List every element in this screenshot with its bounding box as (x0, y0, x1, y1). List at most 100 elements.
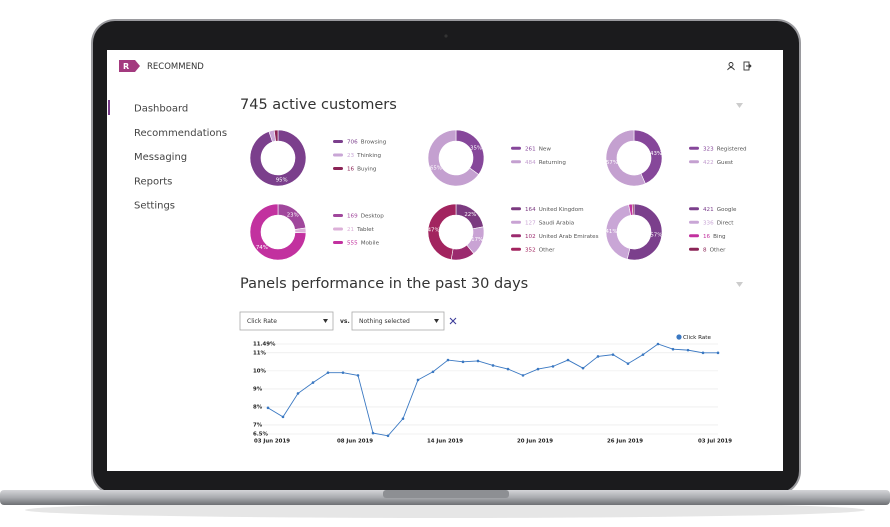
legend-marker (676, 334, 682, 340)
percent-label: 23% (287, 212, 299, 218)
donut-segment (631, 203, 635, 216)
point (566, 358, 570, 362)
x-tick-label: 08 Jun 2019 (337, 439, 373, 445)
legend-value: 8 (703, 247, 707, 253)
point (446, 358, 450, 362)
point (581, 366, 585, 370)
notch (383, 490, 509, 498)
legend-entry: 8 Other (703, 247, 726, 253)
percent-label: 74% (256, 245, 268, 251)
logo-letter: R (123, 62, 129, 71)
legend-value: 484 (525, 159, 536, 165)
legend-swatch (511, 160, 521, 164)
legend-swatch (511, 234, 521, 238)
legend-label: Guest (717, 159, 734, 165)
legend-value: 261 (525, 146, 536, 152)
point (341, 371, 345, 374)
donut-segment (605, 129, 646, 187)
point (521, 374, 525, 377)
legend-label: Mobile (361, 240, 380, 246)
point (686, 348, 690, 352)
legend-label: Registered (717, 146, 747, 152)
point (326, 371, 330, 374)
percent-label: 35% (470, 145, 482, 151)
point (416, 378, 420, 382)
legend-entry: 16 Bing (703, 233, 726, 239)
percent-label: 43% (650, 151, 662, 157)
point (431, 370, 435, 374)
nav-item[interactable]: Dashboard (134, 104, 188, 115)
legend-swatch (689, 247, 699, 251)
metric-select[interactable]: Click Rate (239, 311, 334, 331)
legend-value: 16 (347, 166, 355, 172)
nav-item[interactable]: Messaging (134, 152, 187, 163)
legend-label: Saudi Arabia (539, 220, 575, 226)
x-tick-label: 20 Jun 2019 (517, 439, 553, 445)
legend-entry: 555 Mobile (347, 240, 380, 246)
percent-label: 57% (606, 160, 618, 166)
nav-item[interactable]: Settings (134, 201, 175, 212)
legend-swatch (511, 207, 521, 211)
legend-value: 164 (525, 206, 536, 212)
percent-label: 22% (464, 212, 476, 218)
logo[interactable]: R RECOMMEND (119, 60, 204, 72)
legend-value: 127 (525, 220, 536, 226)
point (371, 431, 375, 435)
donut-segment (249, 203, 307, 261)
legend-entry: 16 Buying (347, 166, 377, 172)
point (506, 367, 510, 371)
compare-select[interactable]: Nothing selected (351, 311, 445, 331)
legend-swatch (689, 160, 699, 164)
clear-button[interactable] (449, 317, 457, 325)
point (641, 353, 645, 356)
legend-swatch (689, 220, 699, 224)
legend-swatch (333, 167, 343, 170)
legend-label: New (539, 146, 552, 152)
nav-item[interactable]: Reports (134, 176, 172, 187)
x-tick-label: 26 Jun 2019 (607, 439, 643, 445)
donut-segment (249, 129, 307, 187)
x-tick-label: 14 Jun 2019 (427, 439, 463, 445)
donut-segment (427, 203, 457, 260)
legend-entry: 336 Direct (703, 220, 734, 226)
y-tick-label: 8% (253, 404, 263, 410)
point (311, 381, 315, 384)
legend-swatch (333, 140, 343, 143)
legend-label: Tablet (356, 227, 374, 233)
x-tick-label: 03 Jun 2019 (254, 439, 290, 445)
legend-entry: 102 United Arab Emirates (525, 233, 599, 239)
legend-swatch (689, 146, 699, 150)
point (461, 360, 465, 364)
legend-swatch (511, 247, 521, 251)
legend-label: Browsing (361, 139, 387, 145)
legend-value: 16 (703, 233, 711, 239)
vs-label: vs. (340, 318, 350, 325)
shadow (25, 502, 865, 518)
collapse-toggle[interactable] (736, 103, 743, 108)
legend-swatch (511, 220, 521, 224)
legend-entry: 484 Returning (525, 159, 566, 165)
y-tick-label: 11% (253, 350, 267, 356)
user-icon[interactable] (727, 62, 735, 71)
caret (434, 319, 439, 323)
legend-entry: 164 United Kingdom (525, 206, 584, 212)
x-tick-label: 03 Jul 2019 (698, 439, 732, 445)
legend-label: United Kingdom (539, 206, 584, 212)
legend-value: 352 (525, 247, 536, 253)
y-tick-label: 6.5% (253, 432, 269, 438)
percent-label: 65% (430, 166, 442, 172)
legend-entry: 127 Saudi Arabia (525, 220, 574, 226)
section-title: 745 active customers (240, 97, 397, 113)
legend-swatch (511, 146, 521, 150)
donut-segment (273, 129, 279, 142)
nav-item[interactable]: Recommendations (134, 128, 227, 139)
line-chart: 6.5% 7% 8% 9% 10% 11% 11.49% 03 Jun 2019 08 Jun … (253, 334, 732, 445)
collapse-toggle[interactable] (736, 282, 743, 287)
legend-value: 23 (347, 153, 355, 159)
legend-value: 323 (703, 146, 714, 152)
legend-swatch (689, 207, 699, 211)
legend-entry: 169 Desktop (347, 213, 384, 219)
percent-label: 47% (428, 228, 440, 234)
legend-value: 21 (347, 227, 355, 233)
logout-icon[interactable] (743, 61, 752, 71)
